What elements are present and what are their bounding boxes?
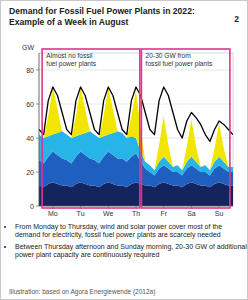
x-tick-label: Th (132, 210, 140, 217)
chart: Demand for Fossil Fuel Power Plants in 2… (1, 1, 248, 221)
x-tick-label: Fr (160, 210, 167, 217)
marks (39, 87, 233, 206)
line (39, 87, 233, 141)
title-line: Example of a Week in August (9, 17, 129, 27)
annotation-text: Almost no fossil (46, 52, 93, 59)
y-tick (36, 70, 39, 71)
x-tick-label: Mo (48, 210, 58, 217)
y-axis (39, 53, 40, 206)
y-axis-label: GW (22, 44, 34, 51)
title: Demand for Fossil Fuel Power Plants in 2… (9, 6, 195, 27)
x-tick-label: Sa (187, 210, 196, 217)
note: Between Thursday afternoon and Sunday mo… (15, 243, 247, 260)
annotation-box (141, 49, 229, 208)
figure-number: 2 (234, 14, 239, 24)
plot-frame (39, 53, 233, 206)
annotation-text: 20-30 GW from (146, 52, 192, 59)
y-tick-label: 40 (26, 135, 34, 142)
y-tick (36, 138, 39, 139)
notes: From Monday to Thursday, wind and solar … (5, 223, 247, 263)
annotation-box (42, 49, 140, 208)
y-tick (36, 104, 39, 105)
figure: Demand for Fossil Fuel Power Plants in 2… (0, 0, 248, 300)
x-tick-label: Su (215, 210, 224, 217)
note: From Monday to Thursday, wind and solar … (15, 223, 247, 240)
area (39, 87, 233, 170)
y-tick (36, 172, 39, 173)
annotation-text: fuel power plants (46, 60, 97, 68)
title-line: Demand for Fossil Fuel Power Plants in 2… (9, 6, 195, 16)
source: Illustration: based on Agora Energiewend… (9, 288, 155, 295)
annotation-text: fossil fuel power plants (146, 60, 213, 68)
y-tick-label: 20 (26, 169, 34, 176)
y-tick-label: 80 (26, 67, 34, 74)
y-tick-label: 0 (30, 203, 34, 210)
x-tick-label: Tu (77, 210, 85, 217)
y-tick (36, 206, 39, 207)
y-tick-label: 60 (26, 101, 34, 108)
x-tick-label: We (103, 210, 113, 217)
grid-line (39, 70, 233, 71)
